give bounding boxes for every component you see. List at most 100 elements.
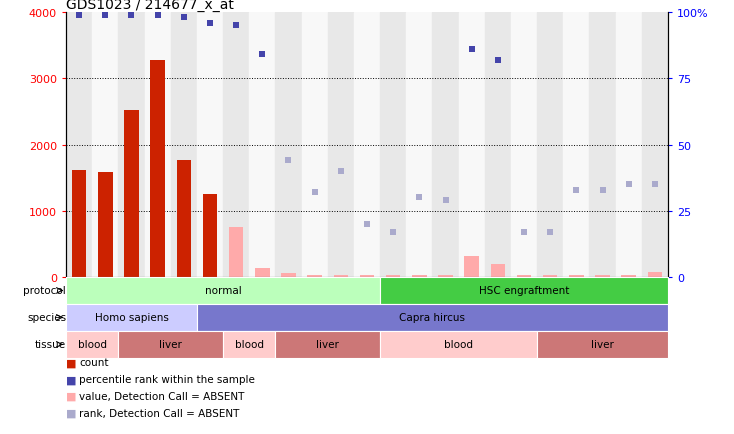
Text: count: count <box>79 358 109 367</box>
Bar <box>308 275 322 277</box>
Point <box>256 52 268 59</box>
Bar <box>563 13 589 277</box>
Bar <box>484 13 511 277</box>
Bar <box>328 13 354 277</box>
Point <box>126 12 137 19</box>
Text: normal: normal <box>205 286 241 296</box>
Point <box>230 23 242 30</box>
Point <box>178 15 189 22</box>
Bar <box>413 275 426 277</box>
Point <box>388 229 399 236</box>
Bar <box>223 13 250 277</box>
Bar <box>92 13 118 277</box>
Text: Capra hircus: Capra hircus <box>399 313 465 322</box>
Bar <box>459 13 484 277</box>
Bar <box>66 304 197 331</box>
Bar <box>150 61 165 277</box>
Text: tissue: tissue <box>35 340 66 349</box>
Text: blood: blood <box>235 340 264 349</box>
Bar <box>647 272 662 277</box>
Text: ■: ■ <box>66 358 76 367</box>
Text: species: species <box>27 313 66 322</box>
Text: liver: liver <box>316 340 339 349</box>
Bar <box>354 13 380 277</box>
Text: ■: ■ <box>66 374 76 384</box>
Bar <box>465 257 479 277</box>
Text: protocol: protocol <box>23 286 66 296</box>
Point <box>152 12 164 19</box>
Bar <box>255 269 269 277</box>
Point <box>649 181 661 188</box>
Bar <box>380 277 668 304</box>
Bar <box>66 331 118 358</box>
Bar <box>275 13 302 277</box>
Bar <box>380 13 406 277</box>
Point <box>570 187 582 194</box>
Bar <box>537 331 668 358</box>
Point <box>73 12 85 19</box>
Point <box>623 181 635 188</box>
Bar <box>223 331 275 358</box>
Bar <box>616 13 642 277</box>
Text: blood: blood <box>78 340 106 349</box>
Point <box>204 20 216 27</box>
Point <box>361 221 373 228</box>
Bar <box>380 331 537 358</box>
Text: Homo sapiens: Homo sapiens <box>95 313 168 322</box>
Bar <box>543 275 557 277</box>
Point <box>309 189 321 196</box>
Bar <box>360 275 374 277</box>
Bar <box>66 277 380 304</box>
Bar <box>432 13 459 277</box>
Point <box>440 197 451 204</box>
Text: HSC engraftment: HSC engraftment <box>479 286 569 296</box>
Bar <box>171 13 197 277</box>
Text: ■: ■ <box>66 408 76 418</box>
Point <box>466 46 478 53</box>
Point <box>283 158 294 164</box>
Bar <box>124 111 139 277</box>
Bar <box>386 275 400 277</box>
Point <box>518 229 530 236</box>
Bar <box>595 275 610 277</box>
Bar <box>118 331 223 358</box>
Bar <box>250 13 275 277</box>
Point <box>492 57 504 64</box>
Bar <box>275 331 380 358</box>
Bar <box>622 275 636 277</box>
Bar <box>229 227 244 277</box>
Text: ■: ■ <box>66 391 76 401</box>
Bar <box>438 275 453 277</box>
Bar <box>197 304 668 331</box>
Bar <box>281 274 296 277</box>
Text: GDS1023 / 214677_x_at: GDS1023 / 214677_x_at <box>66 0 234 12</box>
Bar <box>177 161 191 277</box>
Point <box>99 12 111 19</box>
Bar <box>490 264 505 277</box>
Bar <box>203 195 217 277</box>
Bar <box>517 275 531 277</box>
Text: blood: blood <box>444 340 473 349</box>
Bar <box>334 275 348 277</box>
Bar <box>511 13 537 277</box>
Bar <box>66 13 92 277</box>
Text: liver: liver <box>591 340 614 349</box>
Bar <box>118 13 145 277</box>
Bar <box>98 173 112 277</box>
Bar <box>406 13 432 277</box>
Text: value, Detection Call = ABSENT: value, Detection Call = ABSENT <box>79 391 244 401</box>
Bar <box>145 13 171 277</box>
Bar <box>589 13 616 277</box>
Text: liver: liver <box>159 340 182 349</box>
Point <box>413 194 425 201</box>
Bar <box>537 13 563 277</box>
Bar <box>302 13 328 277</box>
Text: percentile rank within the sample: percentile rank within the sample <box>79 374 255 384</box>
Bar <box>72 170 87 277</box>
Bar <box>569 275 584 277</box>
Text: rank, Detection Call = ABSENT: rank, Detection Call = ABSENT <box>79 408 239 418</box>
Point <box>335 168 346 175</box>
Point <box>545 229 556 236</box>
Point <box>597 187 608 194</box>
Bar <box>197 13 223 277</box>
